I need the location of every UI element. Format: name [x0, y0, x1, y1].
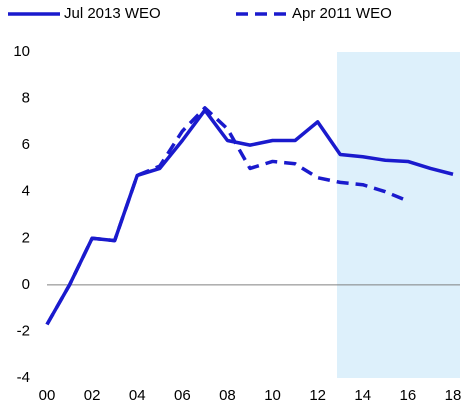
y-tick-label: 10: [13, 43, 30, 60]
x-tick-label: 18: [445, 387, 462, 404]
legend-label: Apr 2011 WEO: [292, 5, 392, 22]
y-tick-label: 8: [22, 90, 30, 107]
x-tick-label: 06: [174, 387, 191, 404]
y-tick-label: 0: [22, 276, 30, 293]
x-tick-label: 00: [39, 387, 56, 404]
series-line: [45, 108, 454, 326]
y-tick-label: -4: [17, 369, 30, 386]
x-tick-label: 02: [84, 387, 101, 404]
legend-label: Jul 2013 WEO: [64, 5, 161, 22]
y-tick-label: -2: [17, 322, 30, 339]
y-tick-label: 4: [22, 183, 30, 200]
y-tick-label: 2: [22, 229, 30, 246]
x-tick-label: 14: [354, 387, 371, 404]
forecast-shade: [337, 52, 460, 378]
x-tick-label: 08: [219, 387, 236, 404]
x-tick-label: 16: [400, 387, 417, 404]
x-tick-label: 12: [309, 387, 326, 404]
x-tick-label: 10: [264, 387, 281, 404]
y-tick-label: 6: [22, 136, 30, 153]
x-tick-label: 04: [129, 387, 146, 404]
series-line: [45, 106, 409, 326]
